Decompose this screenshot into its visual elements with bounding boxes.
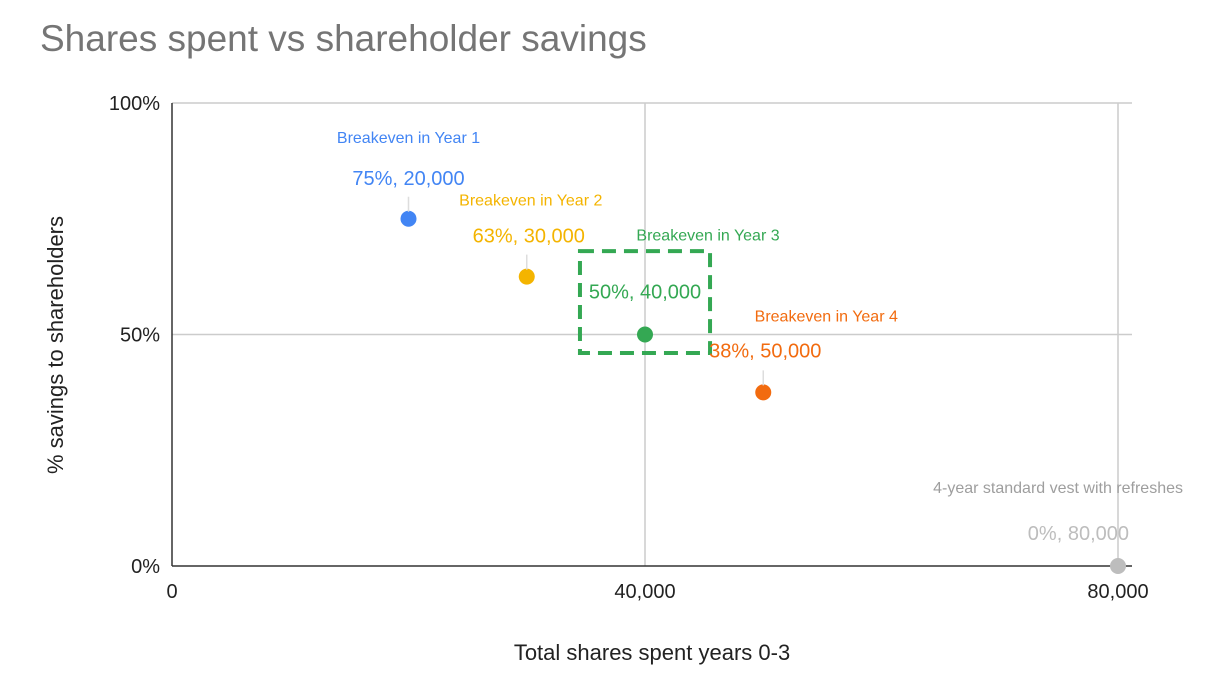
point-annotation: Breakeven in Year 1 (337, 130, 480, 147)
x-tick-label: 0 (166, 581, 177, 603)
y-tick-label: 0% (131, 556, 160, 578)
data-label: 75%, 20,000 (352, 168, 464, 190)
y-tick-label: 50% (120, 325, 160, 347)
axes: 0% 50% 100% 0 40,000 80,000 (109, 93, 1149, 603)
point-annotation: 4-year standard vest with refreshes (933, 480, 1183, 497)
chart-title: Shares spent vs shareholder savings (40, 18, 647, 59)
data-point (518, 268, 535, 285)
point-annotation: Breakeven in Year 4 (755, 308, 898, 325)
data-point (755, 384, 772, 401)
x-tick-label: 80,000 (1087, 581, 1148, 603)
highlight-dashed-box (577, 249, 713, 356)
data-label: 38%, 50,000 (709, 340, 821, 362)
data-point (1110, 558, 1126, 574)
x-axis-title: Total shares spent years 0-3 (513, 640, 791, 665)
data-label: 0%, 80,000 (1028, 523, 1129, 545)
data-labels: Breakeven in Year 1 75%, 20,000 Breakeven … (337, 130, 1183, 545)
data-label: 63%, 30,000 (473, 226, 585, 248)
x-tick-label: 40,000 (614, 581, 675, 603)
highlight-box (577, 249, 713, 356)
data-label: 50%, 40,000 (589, 282, 701, 304)
data-point (400, 210, 417, 227)
data-points (400, 210, 1126, 574)
data-point (637, 326, 653, 343)
point-annotation: Breakeven in Year 3 (636, 228, 779, 245)
y-tick-label: 100% (109, 93, 160, 115)
point-annotation: Breakeven in Year 2 (459, 193, 602, 210)
